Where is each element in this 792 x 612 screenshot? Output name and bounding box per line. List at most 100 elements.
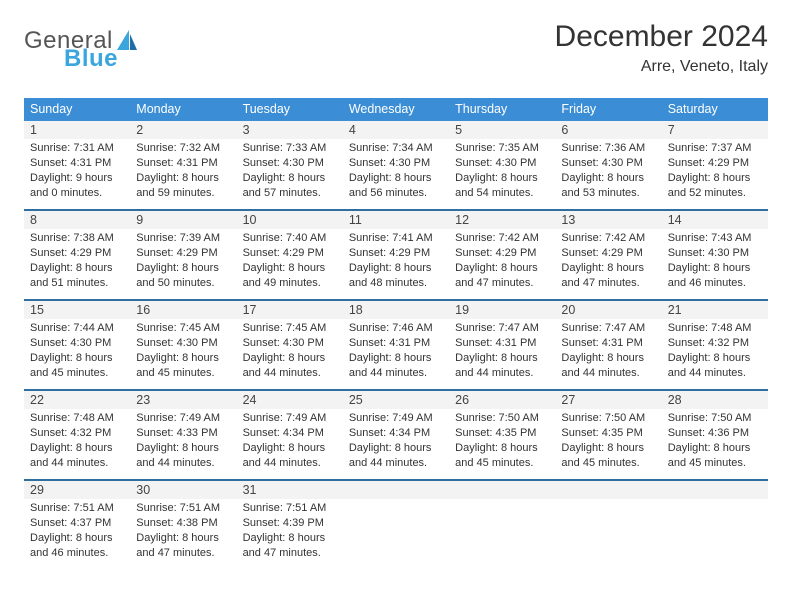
calendar: Sunday Monday Tuesday Wednesday Thursday… xyxy=(24,98,768,569)
day-body xyxy=(662,499,768,567)
day-body: Sunrise: 7:36 AMSunset: 4:30 PMDaylight:… xyxy=(555,139,661,206)
daylight: Daylight: 8 hours and 59 minutes. xyxy=(136,171,230,201)
daylight: Daylight: 8 hours and 44 minutes. xyxy=(561,351,655,381)
daylight: Daylight: 8 hours and 44 minutes. xyxy=(243,441,337,471)
sunrise: Sunrise: 7:48 AM xyxy=(668,321,762,336)
sunset: Sunset: 4:35 PM xyxy=(455,426,549,441)
day-body: Sunrise: 7:39 AMSunset: 4:29 PMDaylight:… xyxy=(130,229,236,296)
day-number-bar: 14 xyxy=(662,211,768,229)
day-cell: 3Sunrise: 7:33 AMSunset: 4:30 PMDaylight… xyxy=(237,121,343,209)
sunrise: Sunrise: 7:49 AM xyxy=(136,411,230,426)
day-number: 6 xyxy=(561,123,655,137)
sunrise: Sunrise: 7:45 AM xyxy=(243,321,337,336)
sunrise: Sunrise: 7:37 AM xyxy=(668,141,762,156)
day-cell: 17 Sunrise: 7:45 AMSunset: 4:30 PMDayligh… xyxy=(237,301,343,389)
sunrise: Sunrise: 7:50 AM xyxy=(561,411,655,426)
week-row: 22Sunrise: 7:48 AMSunset: 4:32 PMDayligh… xyxy=(24,389,768,479)
daylight: Daylight: 8 hours and 44 minutes. xyxy=(243,351,337,381)
sunrise: Sunrise: 7:47 AM xyxy=(455,321,549,336)
day-body xyxy=(449,499,555,567)
day-number-bar: 19 xyxy=(449,301,555,319)
day-number: 2 xyxy=(136,123,230,137)
daylight: Daylight: 8 hours and 52 minutes. xyxy=(668,171,762,201)
day-cell: 5Sunrise: 7:35 AMSunset: 4:30 PMDaylight… xyxy=(449,121,555,209)
weeks-container: 1Sunrise: 7:31 AMSunset: 4:31 PMDaylight… xyxy=(24,121,768,569)
sunrise: Sunrise: 7:50 AM xyxy=(455,411,549,426)
day-number: 3 xyxy=(243,123,337,137)
day-cell xyxy=(343,481,449,569)
sunrise: Sunrise: 7:48 AM xyxy=(30,411,124,426)
day-body: Sunrise: 7:51 AMSunset: 4:38 PMDaylight:… xyxy=(130,499,236,566)
daylight: Daylight: 8 hours and 47 minutes. xyxy=(561,261,655,291)
day-body: Sunrise: 7:42 AMSunset: 4:29 PMDaylight:… xyxy=(555,229,661,296)
sunrise: Sunrise: 7:39 AM xyxy=(136,231,230,246)
sunset: Sunset: 4:29 PM xyxy=(561,246,655,261)
sunset: Sunset: 4:29 PM xyxy=(243,246,337,261)
day-number: 15 xyxy=(30,303,124,317)
sunrise: Sunrise: 7:31 AM xyxy=(30,141,124,156)
day-number: 21 xyxy=(668,303,762,317)
day-body: Sunrise: 7:46 AMSunset: 4:31 PMDaylight:… xyxy=(343,319,449,386)
daylight: Daylight: 8 hours and 46 minutes. xyxy=(30,531,124,561)
day-number-bar: 26 xyxy=(449,391,555,409)
day-cell: 4Sunrise: 7:34 AMSunset: 4:30 PMDaylight… xyxy=(343,121,449,209)
day-number: 17 xyxy=(243,303,337,317)
sunrise: Sunrise: 7:34 AM xyxy=(349,141,443,156)
daylight: Daylight: 8 hours and 56 minutes. xyxy=(349,171,443,201)
day-cell: 21Sunrise: 7:48 AMSunset: 4:32 PMDayligh… xyxy=(662,301,768,389)
day-body xyxy=(343,499,449,567)
daylight: Daylight: 8 hours and 45 minutes. xyxy=(30,351,124,381)
day-body: Sunrise: 7:45 AMSunset: 4:30 PMDaylight:… xyxy=(237,319,343,386)
daylight: Daylight: 8 hours and 45 minutes. xyxy=(136,351,230,381)
sunset: Sunset: 4:39 PM xyxy=(243,516,337,531)
daylight: Daylight: 8 hours and 57 minutes. xyxy=(243,171,337,201)
day-number-bar xyxy=(555,481,661,499)
day-cell: 24Sunrise: 7:49 AMSunset: 4:34 PMDayligh… xyxy=(237,391,343,479)
week-row: 15 Sunrise: 7:44 AMSunset: 4:30 PMDayligh… xyxy=(24,299,768,389)
day-number-bar: 15 xyxy=(24,301,130,319)
day-number: 16 xyxy=(136,303,230,317)
top-bar: General Blue December 2024 Arre, Veneto,… xyxy=(24,18,768,92)
sunrise: Sunrise: 7:42 AM xyxy=(455,231,549,246)
sunset: Sunset: 4:29 PM xyxy=(136,246,230,261)
day-cell: 13Sunrise: 7:42 AMSunset: 4:29 PMDayligh… xyxy=(555,211,661,299)
weekday-label: Wednesday xyxy=(343,98,449,121)
day-number: 11 xyxy=(349,213,443,227)
day-cell: 1Sunrise: 7:31 AMSunset: 4:31 PMDaylight… xyxy=(24,121,130,209)
sunset: Sunset: 4:30 PM xyxy=(455,156,549,171)
day-number: 20 xyxy=(561,303,655,317)
day-cell: 20Sunrise: 7:47 AMSunset: 4:31 PMDayligh… xyxy=(555,301,661,389)
sunset: Sunset: 4:30 PM xyxy=(243,336,337,351)
day-body: Sunrise: 7:47 AMSunset: 4:31 PMDaylight:… xyxy=(449,319,555,386)
day-cell: 11Sunrise: 7:41 AMSunset: 4:29 PMDayligh… xyxy=(343,211,449,299)
sunrise: Sunrise: 7:51 AM xyxy=(243,501,337,516)
weekday-header: Sunday Monday Tuesday Wednesday Thursday… xyxy=(24,98,768,121)
day-body: Sunrise: 7:48 AMSunset: 4:32 PMDaylight:… xyxy=(24,409,130,476)
title-block: December 2024 Arre, Veneto, Italy xyxy=(555,20,768,76)
sunrise: Sunrise: 7:47 AM xyxy=(561,321,655,336)
daylight: Daylight: 8 hours and 47 minutes. xyxy=(136,531,230,561)
day-number-bar: 18 xyxy=(343,301,449,319)
sunrise: Sunrise: 7:49 AM xyxy=(243,411,337,426)
page-title: December 2024 xyxy=(555,20,768,54)
sunset: Sunset: 4:29 PM xyxy=(668,156,762,171)
day-body: Sunrise: 7:42 AMSunset: 4:29 PMDaylight:… xyxy=(449,229,555,296)
day-cell xyxy=(662,481,768,569)
day-number-bar: 1 xyxy=(24,121,130,139)
day-body: Sunrise: 7:49 AMSunset: 4:34 PMDaylight:… xyxy=(343,409,449,476)
day-number-bar: 17 xyxy=(237,301,343,319)
day-body: Sunrise: 7:40 AMSunset: 4:29 PMDaylight:… xyxy=(237,229,343,296)
sail-icon xyxy=(115,28,139,52)
sunrise: Sunrise: 7:32 AM xyxy=(136,141,230,156)
day-body: Sunrise: 7:44 AMSunset: 4:30 PMDaylight:… xyxy=(24,319,130,386)
weekday-label: Monday xyxy=(130,98,236,121)
sunrise: Sunrise: 7:51 AM xyxy=(30,501,124,516)
day-number-bar xyxy=(449,481,555,499)
daylight: Daylight: 8 hours and 49 minutes. xyxy=(243,261,337,291)
sunset: Sunset: 4:35 PM xyxy=(561,426,655,441)
day-number-bar: 13 xyxy=(555,211,661,229)
sunset: Sunset: 4:30 PM xyxy=(30,336,124,351)
weekday-label: Sunday xyxy=(24,98,130,121)
daylight: Daylight: 8 hours and 45 minutes. xyxy=(561,441,655,471)
sunrise: Sunrise: 7:38 AM xyxy=(30,231,124,246)
